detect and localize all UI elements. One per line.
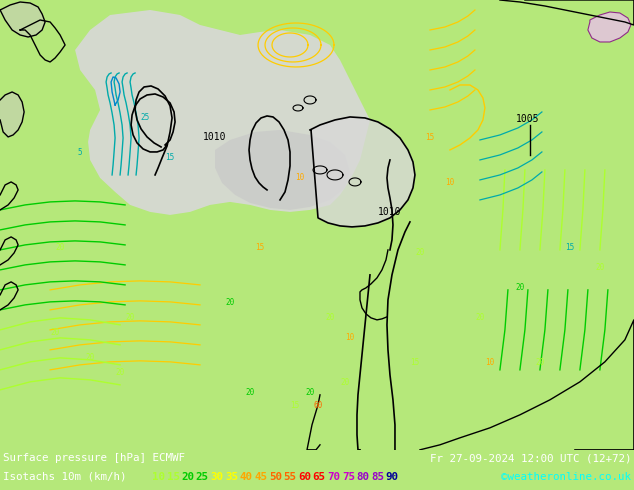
Text: 90: 90 [385,472,399,482]
Polygon shape [215,130,350,210]
Text: 10: 10 [346,333,354,342]
Text: 25: 25 [141,113,150,122]
Text: 20: 20 [515,283,524,292]
Text: 20: 20 [415,248,425,257]
Text: 20: 20 [181,472,194,482]
Text: 1010: 1010 [378,207,402,217]
Text: 65: 65 [313,472,326,482]
Text: 15: 15 [566,243,574,252]
Text: 20: 20 [86,353,94,362]
Text: 15: 15 [167,472,179,482]
Polygon shape [588,12,631,42]
Text: 75: 75 [342,472,355,482]
Text: 20: 20 [226,298,235,307]
Text: 20: 20 [595,263,604,272]
Text: 60: 60 [298,472,311,482]
Text: Surface pressure [hPa] ECMWF: Surface pressure [hPa] ECMWF [3,453,185,464]
Text: 15: 15 [290,401,300,410]
Text: 20: 20 [325,313,335,322]
Text: 40: 40 [240,472,252,482]
Text: 20: 20 [51,328,60,337]
Text: 45: 45 [254,472,267,482]
Text: 55: 55 [283,472,297,482]
Text: 5: 5 [78,148,82,157]
Text: 15: 15 [256,243,264,252]
Polygon shape [75,10,370,215]
Text: 30: 30 [210,472,223,482]
Text: 20: 20 [115,368,125,377]
Text: 10: 10 [152,472,165,482]
Text: 1010: 1010 [204,132,227,142]
Text: 10: 10 [295,173,304,182]
Text: 60: 60 [313,401,323,410]
Text: 15: 15 [165,153,175,162]
Text: 35: 35 [225,472,238,482]
Text: 80: 80 [356,472,370,482]
Polygon shape [310,117,415,227]
Text: 20: 20 [306,388,314,397]
Text: 85: 85 [371,472,384,482]
Text: 20: 20 [126,313,134,322]
Text: 70: 70 [327,472,340,482]
Text: 20: 20 [476,313,484,322]
Text: 1005: 1005 [516,114,540,124]
Polygon shape [0,92,24,137]
Text: 15: 15 [425,133,434,142]
Text: 10: 10 [485,358,495,367]
Text: Isotachs 10m (km/h): Isotachs 10m (km/h) [3,472,127,482]
Text: ©weatheronline.co.uk: ©weatheronline.co.uk [501,472,631,482]
Text: 20: 20 [340,378,349,387]
Text: 10: 10 [445,178,455,187]
Text: 25: 25 [196,472,209,482]
Text: 20: 20 [56,243,65,252]
Polygon shape [0,2,45,37]
Text: 15: 15 [410,358,420,367]
Text: 20: 20 [535,358,545,367]
Text: 20: 20 [245,388,255,397]
Polygon shape [412,320,634,450]
Text: 50: 50 [269,472,281,482]
Text: Fr 27-09-2024 12:00 UTC (12+72): Fr 27-09-2024 12:00 UTC (12+72) [429,453,631,464]
